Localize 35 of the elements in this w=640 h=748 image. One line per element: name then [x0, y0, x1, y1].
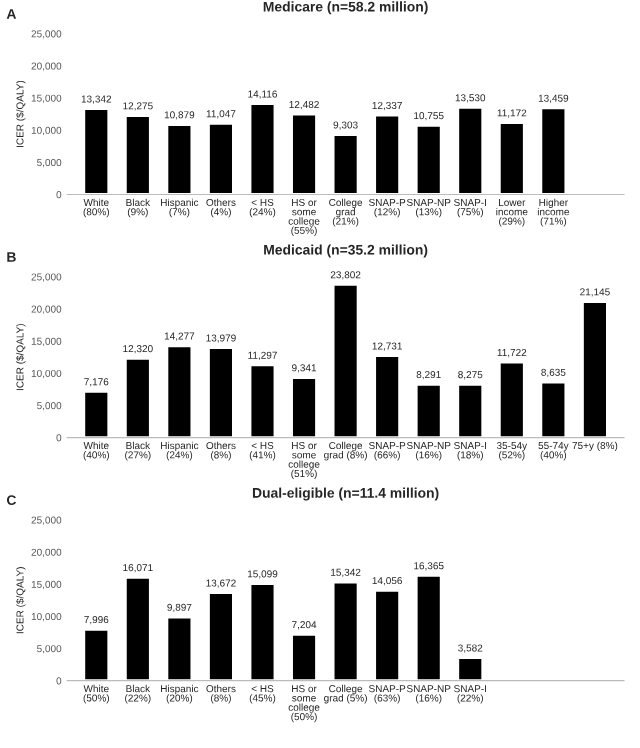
bar — [82, 627, 111, 681]
bar — [456, 656, 485, 681]
bar — [456, 382, 485, 438]
bar — [290, 632, 318, 681]
bar — [248, 102, 277, 195]
bar — [165, 344, 194, 438]
bar — [331, 133, 360, 195]
bar — [248, 582, 277, 681]
bar — [581, 300, 609, 438]
bar — [248, 363, 277, 438]
bar — [207, 122, 235, 195]
bar — [456, 106, 485, 195]
bar — [539, 106, 568, 195]
bar — [414, 382, 443, 438]
bar — [207, 346, 235, 438]
bar — [497, 121, 526, 195]
bar — [123, 114, 152, 195]
bar — [331, 580, 360, 681]
bar — [207, 591, 235, 681]
bar — [539, 380, 568, 438]
bar — [165, 123, 194, 195]
bar — [414, 574, 443, 681]
bar — [414, 123, 443, 195]
bar — [497, 360, 526, 438]
bar — [373, 113, 402, 195]
bar — [82, 107, 111, 195]
bar — [290, 376, 318, 438]
bar — [373, 588, 402, 681]
bar — [165, 615, 194, 681]
bar — [123, 356, 152, 438]
bar — [373, 354, 402, 438]
bar — [290, 112, 318, 195]
bar — [82, 390, 111, 438]
bar — [123, 575, 152, 681]
bar — [331, 283, 360, 438]
